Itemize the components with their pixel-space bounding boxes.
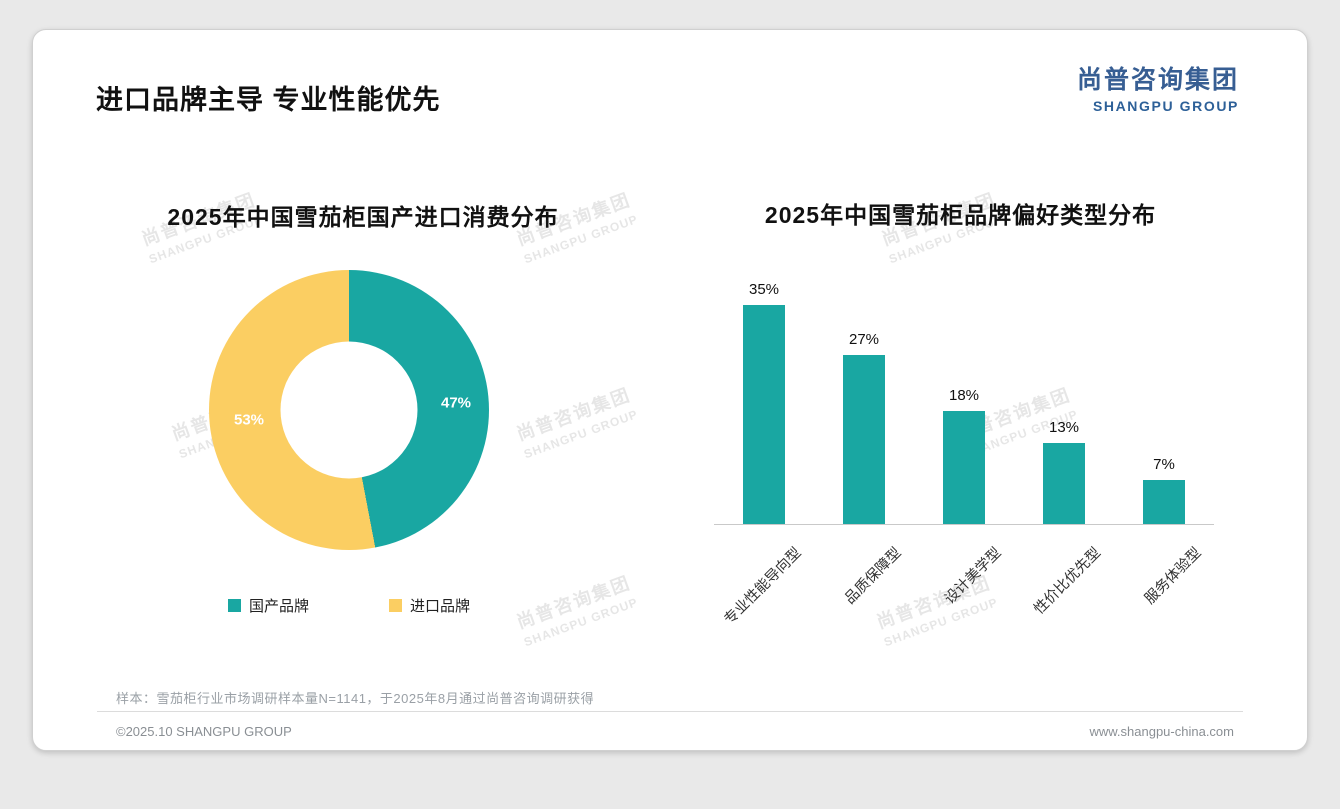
bar <box>843 355 885 524</box>
bar <box>1143 480 1185 524</box>
bar-column: 18% <box>914 274 1014 524</box>
donut-chart-title: 2025年中国雪茄柜国产进口消费分布 <box>167 204 559 230</box>
bar-value-label: 18% <box>948 387 980 404</box>
website-link[interactable]: www.shangpu-china.com <box>1089 724 1234 739</box>
bar-column: 35% <box>714 274 814 524</box>
category-label: 品质保障型 <box>841 544 905 608</box>
sample-footnote: 样本：雪茄柜行业市场调研样本量N=1141，于2025年8月通过尚普咨询调研获得 <box>116 691 595 706</box>
donut-legend: 国产品牌 进口品牌 <box>119 595 579 616</box>
bar-column: 27% <box>814 274 914 524</box>
donut-value-domestic: 47% <box>440 394 472 412</box>
bar-chart-category-labels: 专业性能导向型 品质保障型 设计美学型 性价比优先型 服务体验型 <box>714 526 1214 666</box>
bar-value-label: 13% <box>1048 419 1080 436</box>
donut-value-imported: 53% <box>233 411 265 429</box>
bar-chart-title: 2025年中国雪茄柜品牌偏好类型分布 <box>764 202 1157 228</box>
category-label: 服务体验型 <box>1141 544 1205 608</box>
company-logo: 尚普咨询集团 SHANGPU GROUP <box>1077 60 1239 114</box>
legend-item-domestic: 国产品牌 <box>227 595 309 616</box>
category-label-cell: 专业性能导向型 <box>714 526 814 666</box>
bar-value-label: 35% <box>748 281 780 298</box>
logo-en-text: SHANGPU GROUP <box>1092 98 1239 114</box>
category-label-cell: 品质保障型 <box>814 526 914 666</box>
legend-label-imported: 进口品牌 <box>410 598 471 615</box>
category-label: 设计美学型 <box>941 544 1005 608</box>
category-label-cell: 服务体验型 <box>1114 526 1214 666</box>
donut-chart: 47% 53% <box>209 270 489 550</box>
logo-cn-text: 尚普咨询集团 <box>1076 66 1239 94</box>
slide: 尚普咨询集团 SHANGPU GROUP 尚普咨询集团 SHANGPU GROUP … <box>32 29 1308 751</box>
category-label: 专业性能导向型 <box>721 544 805 628</box>
page-title: 进口品牌主导 专业性能优先 <box>96 85 441 115</box>
bar-chart: 35% 27% 18% 13% 7% <box>714 275 1214 525</box>
bar <box>943 411 985 524</box>
bar-value-label: 27% <box>848 331 880 348</box>
bar-value-label: 7% <box>1153 456 1175 473</box>
donut-ring: 47% 53% <box>209 270 489 550</box>
category-label-cell: 设计美学型 <box>914 526 1014 666</box>
legend-label-domestic: 国产品牌 <box>248 598 309 615</box>
bar-column: 7% <box>1114 274 1214 524</box>
copyright-text: ©2025.10 SHANGPU GROUP <box>116 724 292 739</box>
legend-swatch-teal <box>227 599 241 612</box>
bar <box>1043 443 1085 524</box>
donut-hole <box>280 341 418 479</box>
category-label-cell: 性价比优先型 <box>1014 526 1114 666</box>
category-label: 性价比优先型 <box>1031 544 1105 618</box>
bar-column: 13% <box>1014 274 1114 524</box>
legend-swatch-yellow <box>389 599 402 612</box>
footer-divider <box>97 711 1243 712</box>
legend-item-imported: 进口品牌 <box>389 595 470 616</box>
bar <box>743 305 785 524</box>
